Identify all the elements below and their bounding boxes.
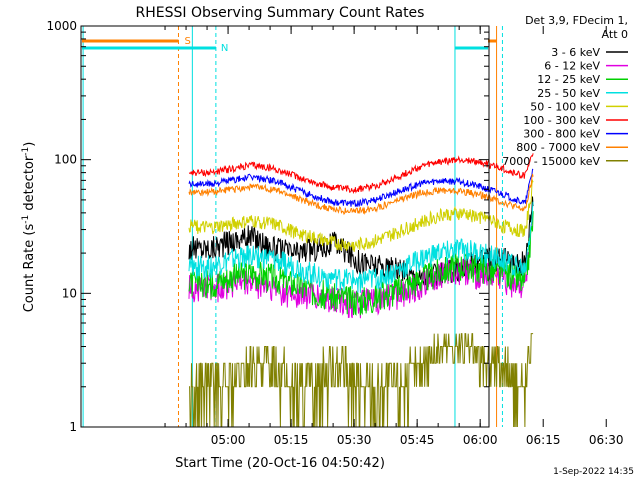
x-axis-label: Start Time (20-Oct-16 04:50:42) [175,456,385,471]
x-tick-label: 06:30 [589,433,624,447]
legend-header-line-1: Det 3,9, FDecim 1, [525,14,628,27]
legend-label: 25 - 50 keV [537,87,600,100]
legend-label: 7000 - 15000 keV [502,155,600,168]
legend-label: 6 - 12 keV [544,60,600,73]
series-line [188,153,534,195]
timestamp: 1-Sep-2022 14:35 [553,467,634,477]
legend-label: 12 - 25 keV [537,73,600,86]
x-tick-label: 05:30 [337,433,372,447]
legend-header-line-2: Att 0 [602,28,628,41]
x-tick-label: 05:15 [274,433,309,447]
saa-label: S [184,36,190,47]
night-label: N [221,43,228,54]
legend-label: 300 - 800 keV [523,128,600,141]
y-tick-label: 10 [62,286,77,300]
y-tick-label: 100 [54,153,77,167]
series-layer [188,153,534,428]
x-tick-label: 06:00 [463,433,498,447]
axes: 05:00 05:15 05:30 05:45 06:00 06:15 06:30 1 10 10… [46,19,623,447]
series-line [188,196,534,292]
y-axis-label: Count Rate (s-1 detector-1) [21,142,37,313]
plot-frame [80,25,490,428]
series-line [189,333,534,428]
series-line [188,201,534,293]
x-tick-label: 06:15 [526,433,561,447]
series-line [188,168,534,207]
x-tick-label: 05:00 [211,433,246,447]
y-tick-label: 1 [69,420,77,434]
series-line [188,173,534,216]
chart-title: RHESSI Observing Summary Count Rates [136,5,425,21]
x-tick-label: 05:45 [400,433,435,447]
legend-label: 50 - 100 keV [530,100,600,113]
y-tick-label: 1000 [46,19,77,33]
legend-label: 800 - 7000 keV [516,141,600,154]
legend-label: 3 - 6 keV [551,46,600,59]
series-line [188,178,534,252]
legend-label: 100 - 300 keV [523,114,600,127]
